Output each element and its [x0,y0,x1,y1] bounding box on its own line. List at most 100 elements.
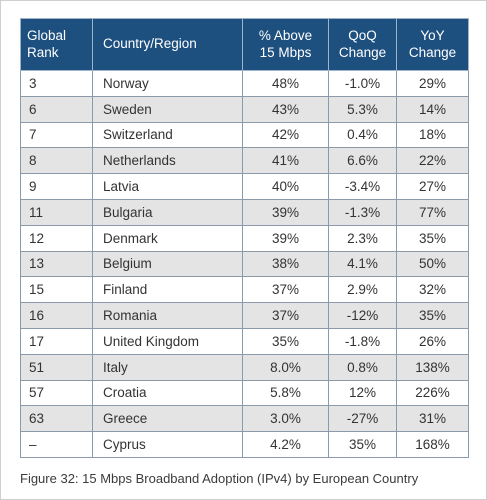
rank-cell: 9 [20,173,93,200]
country-cell: Italy [92,353,243,381]
yoy-change-cell: 138% [396,353,469,381]
percent-above-cell: 42% [242,121,329,149]
rank-cell: 57 [20,379,93,407]
percent-above-cell: 41% [242,147,329,175]
table-row: 11 Bulgaria 39% -1.3% 77% [20,198,469,226]
header-qoq-line2: Change [338,44,387,60]
table-row: 15 Finland 37% 2.9% 32% [20,276,469,304]
rank-cell: 63 [20,405,93,433]
table-row: 51 Italy 8.0% 0.8% 138% [20,353,469,381]
table-row: 16 Romania 37% -12% 35% [20,302,469,329]
yoy-change-cell: 18% [396,121,469,149]
header-yoy-line2: Change [408,44,457,60]
percent-above-cell: 5.8% [242,379,329,407]
qoq-change-cell: 35% [328,431,397,458]
qoq-change-cell: -1.3% [328,198,397,226]
percent-above-cell: 37% [242,302,329,329]
country-cell: Greece [92,405,243,433]
rank-cell: 3 [20,70,93,97]
country-cell: Latvia [92,173,243,200]
country-cell: Denmark [92,224,243,252]
header-country-region: Country/Region [92,18,243,71]
header-percent-above-line1: % Above [258,27,313,43]
yoy-change-cell: 35% [396,302,469,329]
rank-cell: 17 [20,327,93,355]
country-cell: Croatia [92,379,243,407]
qoq-change-cell: 12% [328,379,397,407]
broadband-adoption-table: Global Rank Country/Region % Above 15 Mb… [20,18,469,458]
yoy-change-cell: 226% [396,379,469,407]
percent-above-cell: 39% [242,224,329,252]
table-row: 57 Croatia 5.8% 12% 226% [20,379,469,407]
percent-above-cell: 37% [242,276,329,304]
qoq-change-cell: -3.4% [328,173,397,200]
qoq-change-cell: 6.6% [328,147,397,175]
percent-above-cell: 43% [242,95,329,123]
country-cell: United Kingdom [92,327,243,355]
country-cell: Belgium [92,250,243,278]
yoy-change-cell: 29% [396,70,469,97]
yoy-change-cell: 31% [396,405,469,433]
country-cell: Sweden [92,95,243,123]
rank-cell: 8 [20,147,93,175]
rank-cell: 51 [20,353,93,381]
percent-above-cell: 35% [242,327,329,355]
table-row: 7 Switzerland 42% 0.4% 18% [20,121,469,149]
header-global-rank-line2: Rank [27,44,59,60]
yoy-change-cell: 77% [396,198,469,226]
percent-above-cell: 40% [242,173,329,200]
percent-above-cell: 3.0% [242,405,329,433]
header-yoy-line1: YoY [420,27,445,43]
percent-above-cell: 8.0% [242,353,329,381]
table-row: 12 Denmark 39% 2.3% 35% [20,224,469,252]
percent-above-cell: 4.2% [242,431,329,458]
header-percent-above: % Above 15 Mbps [242,18,329,71]
qoq-change-cell: 2.9% [328,276,397,304]
percent-above-cell: 39% [242,198,329,226]
yoy-change-cell: 168% [396,431,469,458]
rank-cell: – [20,431,93,458]
table-row: 17 United Kingdom 35% -1.8% 26% [20,327,469,355]
table-body: 3 Norway 48% -1.0% 29% 6 Sweden 43% 5.3% 14% 7 Swit… [20,70,469,458]
header-global-rank: Global Rank [20,18,93,71]
qoq-change-cell: -12% [328,302,397,329]
yoy-change-cell: 27% [396,173,469,200]
rank-cell: 16 [20,302,93,329]
rank-cell: 11 [20,198,93,226]
yoy-change-cell: 50% [396,250,469,278]
header-qoq-change: QoQ Change [328,18,397,71]
country-cell: Finland [92,276,243,304]
header-yoy-change: YoY Change [396,18,469,71]
yoy-change-cell: 35% [396,224,469,252]
yoy-change-cell: 22% [396,147,469,175]
country-cell: Romania [92,302,243,329]
country-cell: Netherlands [92,147,243,175]
table-row: – Cyprus 4.2% 35% 168% [20,431,469,458]
qoq-change-cell: 4.1% [328,250,397,278]
header-qoq-line1: QoQ [348,27,377,43]
yoy-change-cell: 32% [396,276,469,304]
country-cell: Bulgaria [92,198,243,226]
rank-cell: 13 [20,250,93,278]
country-cell: Norway [92,70,243,97]
qoq-change-cell: 0.4% [328,121,397,149]
rank-cell: 15 [20,276,93,304]
qoq-change-cell: 5.3% [328,95,397,123]
header-percent-above-line2: 15 Mbps [259,44,312,60]
qoq-change-cell: -27% [328,405,397,433]
figure-caption: Figure 32: 15 Mbps Broadband Adoption (I… [20,471,419,486]
rank-cell: 7 [20,121,93,149]
table-row: 3 Norway 48% -1.0% 29% [20,70,469,97]
percent-above-cell: 48% [242,70,329,97]
table-row: 63 Greece 3.0% -27% 31% [20,405,469,433]
rank-cell: 6 [20,95,93,123]
table-row: 13 Belgium 38% 4.1% 50% [20,250,469,278]
country-cell: Switzerland [92,121,243,149]
table-row: 9 Latvia 40% -3.4% 27% [20,173,469,200]
table-row: 6 Sweden 43% 5.3% 14% [20,95,469,123]
qoq-change-cell: 2.3% [328,224,397,252]
header-global-rank-line1: Global [27,27,67,43]
rank-cell: 12 [20,224,93,252]
qoq-change-cell: -1.0% [328,70,397,97]
